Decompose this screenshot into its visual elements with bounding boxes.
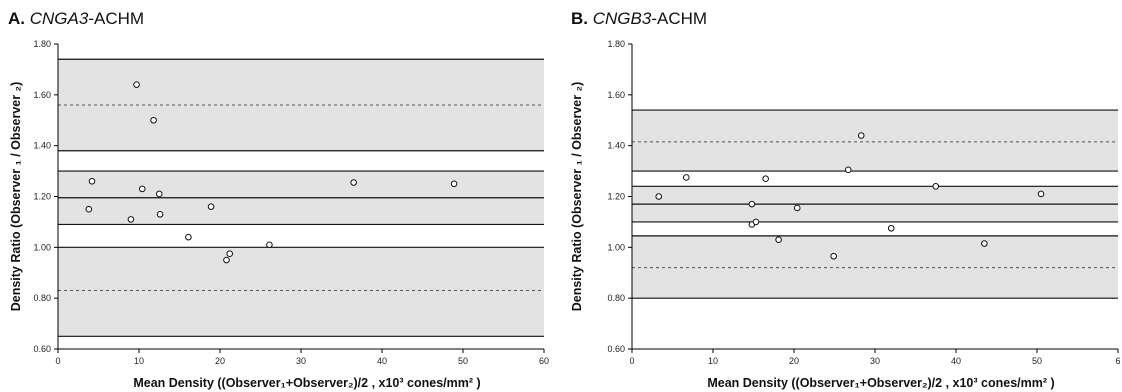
data-point bbox=[932, 183, 940, 190]
x-tick-label: 20 bbox=[215, 356, 225, 366]
shaded-band bbox=[632, 235, 1118, 299]
x-tick-label: 20 bbox=[789, 356, 799, 366]
x-tick-label: 40 bbox=[377, 356, 387, 366]
y-tick-label: 1.80 bbox=[607, 39, 625, 49]
shaded-band bbox=[58, 247, 544, 337]
y-tick-label: 1.60 bbox=[607, 90, 625, 100]
x-tick-label: 0 bbox=[55, 356, 60, 366]
data-point bbox=[682, 174, 690, 181]
x-tick-label: 60 bbox=[539, 356, 549, 366]
panel-title-b: B. CNGB3-ACHM bbox=[571, 9, 707, 29]
x-tick-label: 50 bbox=[1032, 356, 1042, 366]
chart-panel-b: B. CNGB3-ACHM 0.60 0.80 1.00 1.20 1.40 1.60 1.… bbox=[561, 0, 1122, 392]
data-point bbox=[887, 224, 895, 232]
y-axis-label: Density Ratio (Observer ₁ / Observer ₂) bbox=[570, 82, 584, 312]
data-point bbox=[155, 190, 163, 198]
data-point bbox=[450, 180, 458, 188]
data-point bbox=[138, 185, 146, 193]
data-point bbox=[981, 240, 988, 247]
x-tick-label: 40 bbox=[951, 356, 961, 366]
data-point bbox=[127, 216, 135, 223]
data-point bbox=[223, 256, 230, 264]
data-point bbox=[762, 175, 769, 183]
data-point bbox=[150, 116, 157, 124]
y-axis-label: Density Ratio (Observer ₁ / Observer ₂) bbox=[9, 82, 23, 312]
data-point bbox=[133, 81, 140, 88]
data-point bbox=[207, 203, 215, 210]
data-point bbox=[793, 204, 801, 212]
x-tick-label: 0 bbox=[629, 356, 634, 366]
y-tick-label: 0.60 bbox=[33, 344, 51, 354]
data-point bbox=[752, 218, 760, 226]
data-point bbox=[857, 132, 865, 139]
data-point bbox=[156, 210, 164, 218]
chart-panel-a: A. CNGA3-ACHM 0.60 0.80 1.00 1.20 1.40 1.60 1.… bbox=[8, 9, 549, 390]
x-tick-label: 6 bbox=[1115, 356, 1120, 366]
x-tick-label: 30 bbox=[870, 356, 880, 366]
y-tick-label: 0.80 bbox=[607, 293, 625, 303]
data-point bbox=[844, 166, 852, 174]
x-tick-label: 50 bbox=[458, 356, 468, 366]
y-tick-label: 1.40 bbox=[33, 141, 51, 151]
y-tick-label: 1.60 bbox=[33, 90, 51, 100]
chart-svg-a: 0.60 0.80 1.00 1.20 1.40 1.60 1.80 0 10 20 30 40 50 6… bbox=[9, 39, 549, 390]
data-point bbox=[88, 177, 96, 185]
y-tick-label: 0.60 bbox=[607, 344, 625, 354]
data-point bbox=[748, 200, 756, 208]
data-point bbox=[185, 233, 192, 241]
gene-name: CNGA3 bbox=[29, 9, 89, 28]
data-point bbox=[830, 252, 837, 260]
y-tick-label: 1.40 bbox=[607, 141, 625, 151]
x-tick-label: 10 bbox=[708, 356, 718, 366]
x-tick-label: 10 bbox=[134, 356, 144, 366]
title-suffix: -ACHM bbox=[88, 9, 145, 28]
panel-title-a: A. CNGA3-ACHM bbox=[8, 9, 144, 29]
y-tick-label: 1.20 bbox=[607, 192, 625, 202]
chart-svg-b: 0.60 0.80 1.00 1.20 1.40 1.60 1.80 0 10 20 30 40 50 6… bbox=[570, 39, 1121, 390]
data-point bbox=[1037, 190, 1045, 198]
panel-letter: B. bbox=[571, 9, 588, 28]
y-tick-label: 1.80 bbox=[33, 39, 51, 49]
shaded-band bbox=[632, 110, 1118, 172]
data-point bbox=[85, 205, 93, 213]
y-tick-label: 0.80 bbox=[33, 293, 51, 303]
x-axis-label: Mean Density ((Observer₁+Observer₂)/2 , … bbox=[133, 376, 480, 390]
title-suffix: -ACHM bbox=[651, 9, 708, 28]
panel-letter: A. bbox=[8, 9, 25, 28]
x-tick-label: 30 bbox=[296, 356, 306, 366]
y-tick-label: 1.20 bbox=[33, 192, 51, 202]
y-tick-label: 1.00 bbox=[607, 242, 625, 252]
data-point bbox=[350, 179, 357, 186]
data-point bbox=[226, 250, 234, 257]
data-point bbox=[266, 241, 273, 249]
x-axis-label: Mean Density ((Observer₁+Observer₂)/2 , … bbox=[707, 376, 1054, 390]
y-tick-label: 1.00 bbox=[33, 242, 51, 252]
gene-name: CNGB3 bbox=[592, 9, 652, 28]
data-point bbox=[655, 193, 663, 200]
data-point bbox=[775, 236, 782, 244]
